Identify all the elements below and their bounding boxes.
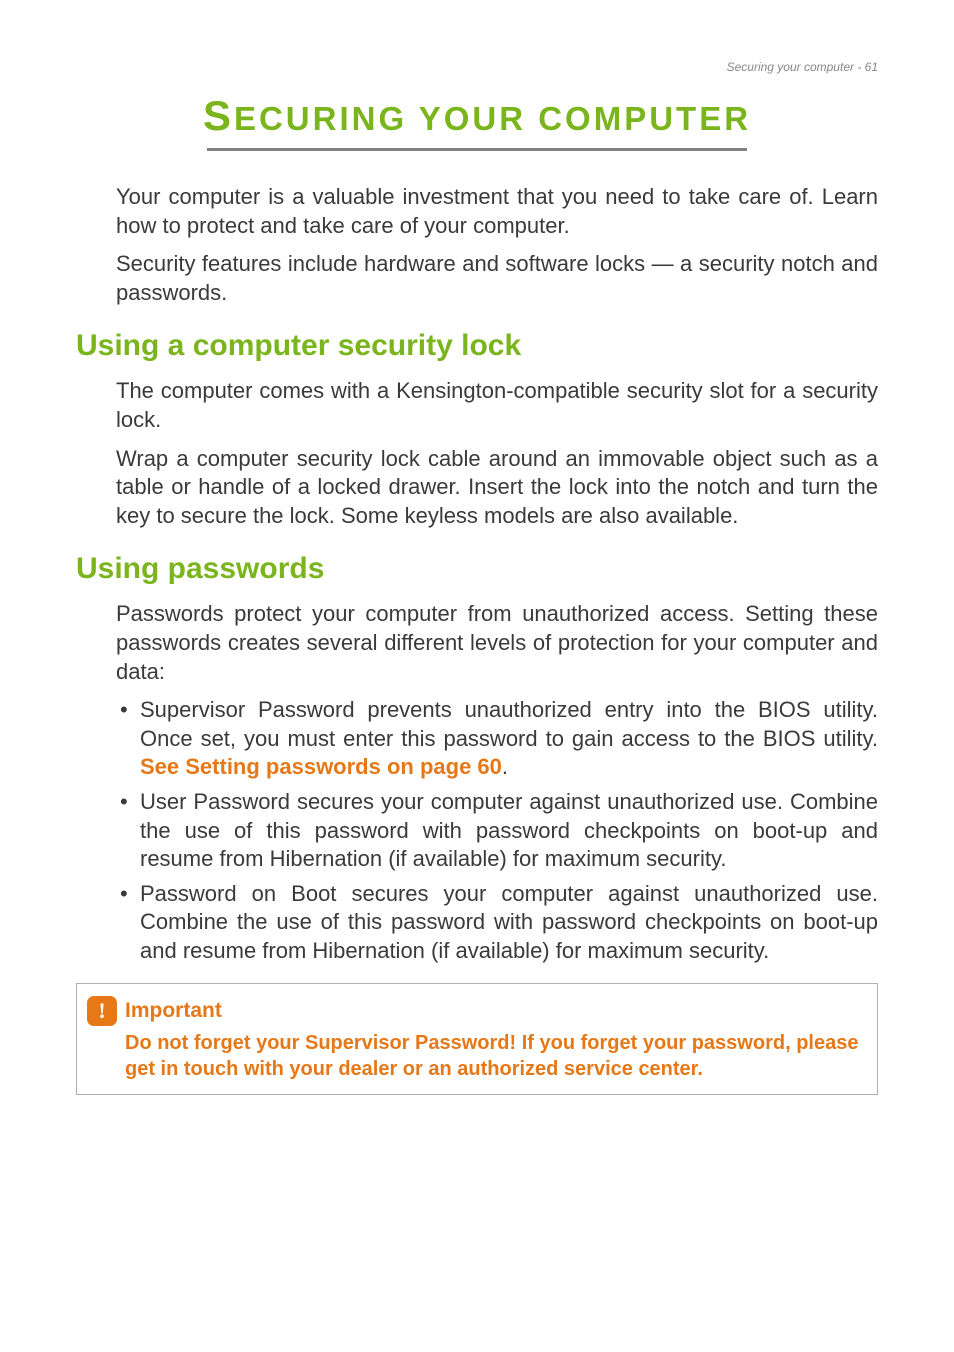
section-heading-passwords: Using passwords	[76, 552, 878, 586]
alert-icon: !	[87, 996, 117, 1026]
list-item: Password on Boot secures your computer a…	[116, 880, 878, 966]
alert-icon-glyph: !	[98, 998, 105, 1024]
title-underline	[207, 148, 747, 151]
section1-paragraph-1: The computer comes with a Kensington-com…	[116, 377, 878, 434]
intro-paragraph-2: Security features include hardware and s…	[116, 250, 878, 307]
title-rest: ECURING YOUR COMPUTER	[234, 100, 751, 137]
callout-header: ! Important	[87, 996, 865, 1026]
running-head: Securing your computer - 61	[76, 60, 878, 74]
intro-paragraph-1: Your computer is a valuable investment t…	[116, 183, 878, 240]
section1-paragraph-2: Wrap a computer security lock cable arou…	[116, 445, 878, 531]
section2-intro: Passwords protect your computer from una…	[116, 600, 878, 686]
title-first-letter: S	[203, 92, 234, 139]
list-item: User Password secures your computer agai…	[116, 788, 878, 874]
bullet-text-post: .	[502, 754, 508, 779]
bullet-text-pre: Supervisor Password prevents unauthorize…	[140, 697, 878, 751]
callout-title: Important	[125, 999, 222, 1023]
list-item: Supervisor Password prevents unauthorize…	[116, 696, 878, 782]
page-container: Securing your computer - 61 SECURING YOU…	[0, 0, 954, 1155]
page-title: SECURING YOUR COMPUTER	[76, 92, 878, 140]
cross-reference-link[interactable]: See Setting passwords on page 60	[140, 754, 502, 779]
section-heading-security-lock: Using a computer security lock	[76, 329, 878, 363]
important-callout: ! Important Do not forget your Superviso…	[76, 983, 878, 1095]
password-bullet-list: Supervisor Password prevents unauthorize…	[116, 696, 878, 965]
callout-body: Do not forget your Supervisor Password! …	[125, 1030, 865, 1082]
